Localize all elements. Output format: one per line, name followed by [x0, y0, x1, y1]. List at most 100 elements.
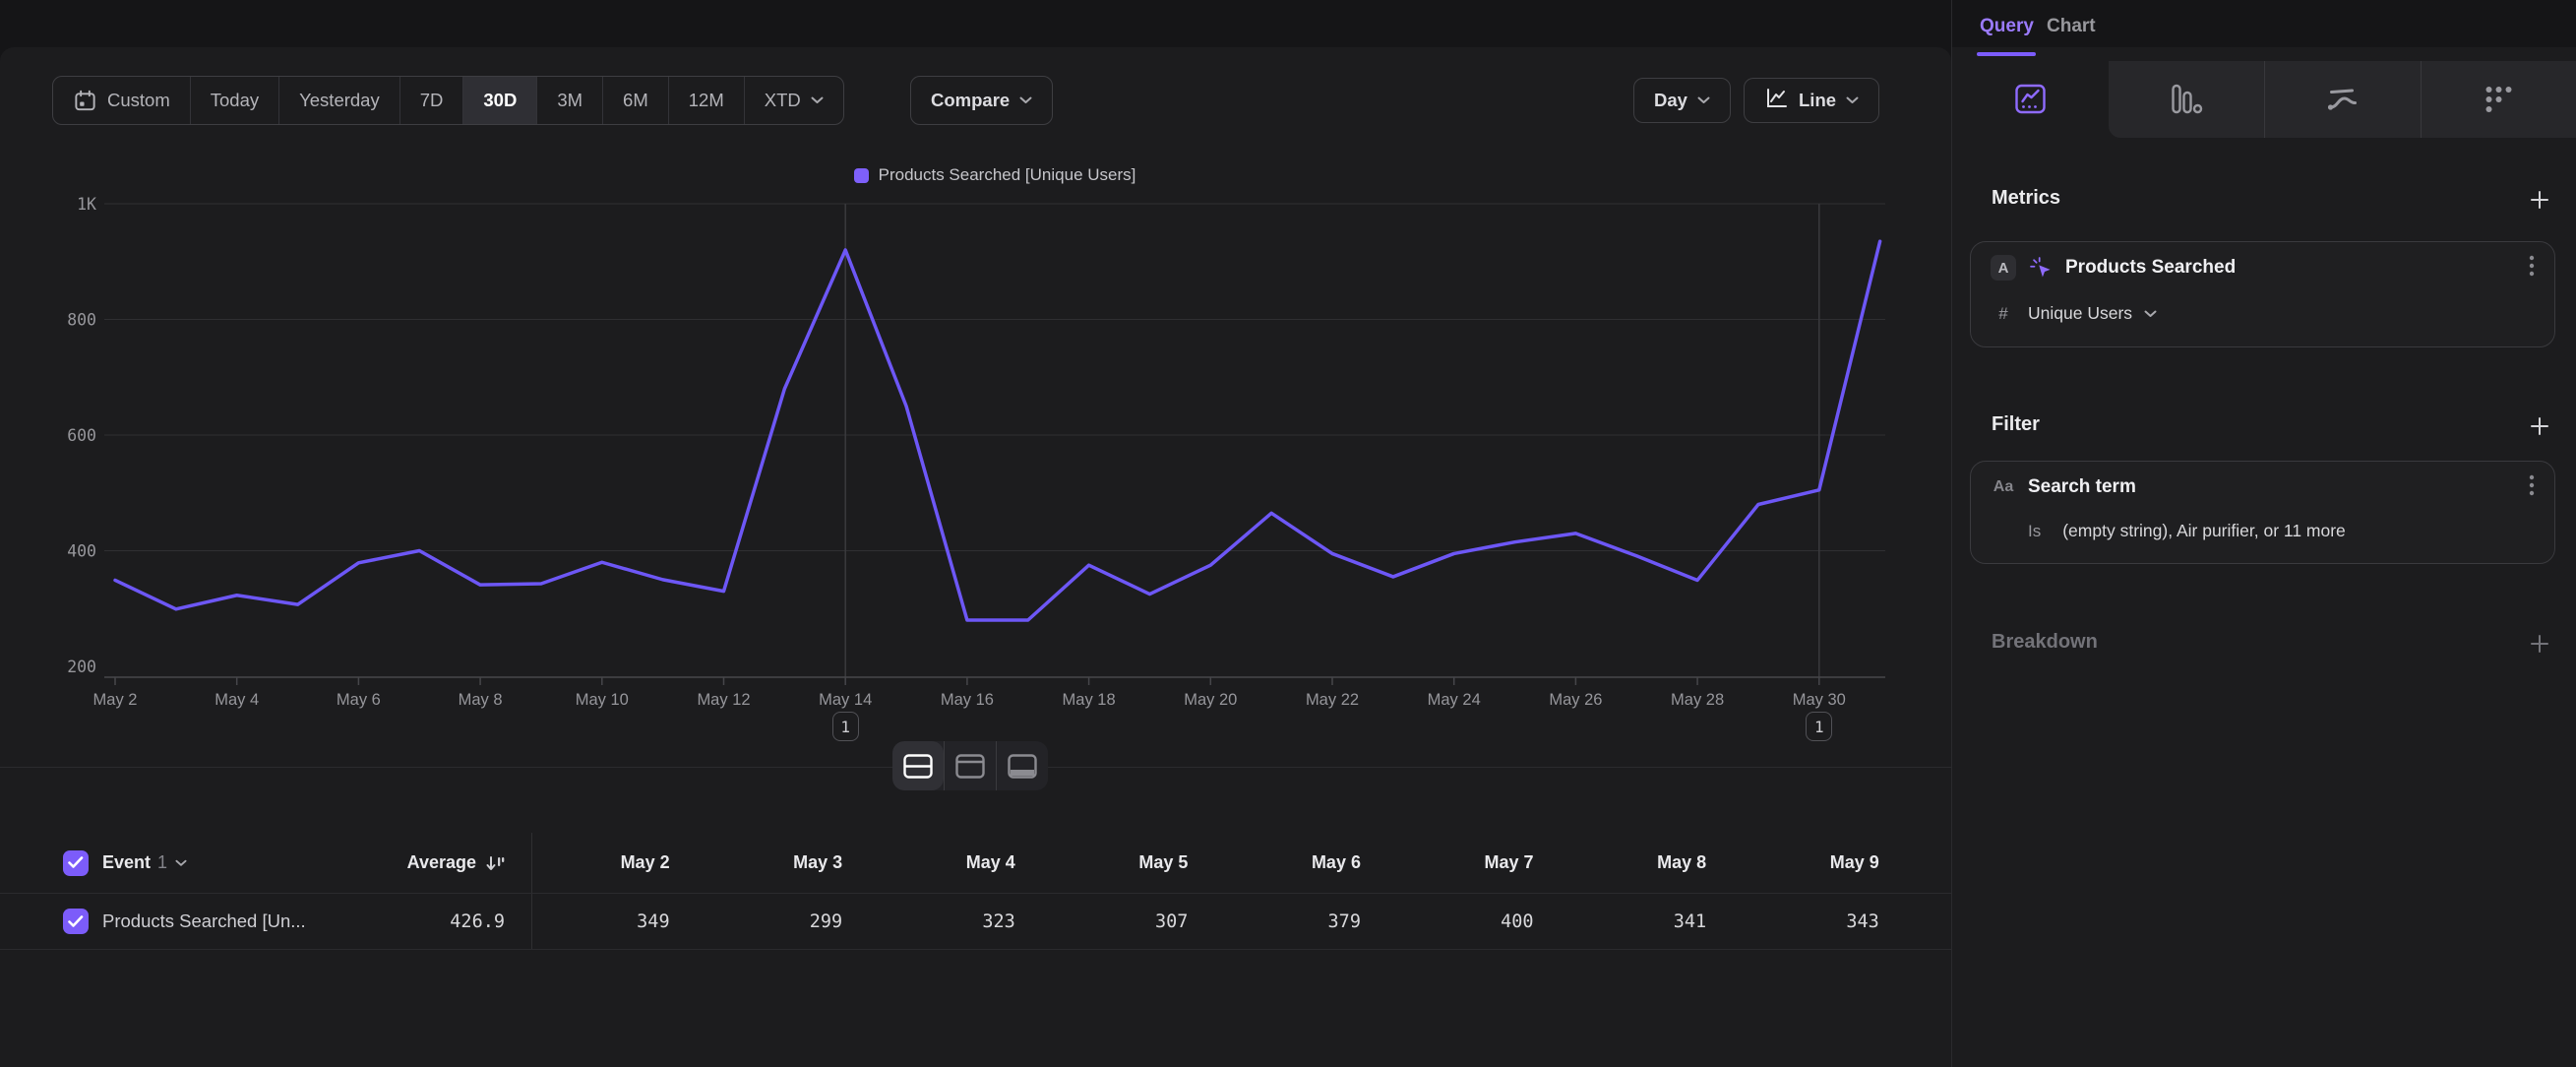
date-range-6m[interactable]: 6M — [602, 77, 668, 124]
more-reports-icon — [2481, 82, 2517, 117]
date-column-header[interactable]: May 8 — [1657, 852, 1707, 872]
filter-card[interactable]: Aa Search term Is (empty string), Air pu… — [1970, 461, 2555, 564]
date-range-label: Custom — [107, 90, 170, 110]
date-range-7d[interactable]: 7D — [399, 77, 463, 124]
select-all-checkbox[interactable] — [63, 849, 89, 876]
table-view-button[interactable] — [996, 741, 1048, 790]
date-range-label: XTD — [764, 90, 801, 110]
string-property-badge: Aa — [1993, 478, 2014, 495]
table-cell-value: 349 — [637, 910, 670, 932]
date-range-custom[interactable]: Custom — [53, 77, 190, 124]
aggregation-symbol: # — [1998, 303, 2008, 323]
aggregation-selector[interactable]: Unique Users — [2028, 303, 2133, 323]
table-cell-value: 307 — [1154, 910, 1189, 932]
tab-chart[interactable]: Chart — [2047, 16, 2096, 36]
add-filter-button[interactable] — [2529, 415, 2550, 437]
report-canvas — [0, 47, 1951, 1067]
query-sidebar — [1952, 47, 2576, 1067]
x-axis-label: May 8 — [459, 691, 503, 709]
granularity-dropdown[interactable]: Day — [1633, 78, 1731, 123]
insights-chart-tab[interactable] — [1952, 61, 2109, 138]
row-event-name: Products Searched [Un... — [102, 910, 306, 931]
x-axis-label: May 2 — [93, 691, 138, 709]
date-column-header[interactable]: May 7 — [1484, 852, 1534, 872]
compare-label: Compare — [931, 90, 1011, 110]
kebab-menu-icon[interactable] — [2529, 473, 2535, 502]
flows-tab[interactable] — [2264, 61, 2421, 138]
metric-event-name[interactable]: Products Searched — [2065, 257, 2237, 278]
date-range-today[interactable]: Today — [189, 77, 278, 124]
table-cell-value: 299 — [809, 910, 843, 932]
date-range-segmented-control: Custom Today Yesterday 7D 30D 3M 6M 12M XTD — [52, 76, 844, 125]
filter-property-name[interactable]: Search term — [2028, 476, 2136, 497]
insights-chart-icon — [2012, 82, 2049, 117]
y-axis-label: 1K — [77, 195, 96, 214]
average-column-header[interactable]: Average — [406, 852, 476, 872]
chevron-down-icon[interactable] — [2144, 310, 2157, 318]
report-type-tabs — [1952, 61, 2576, 138]
date-range-label: 12M — [688, 90, 724, 110]
chevron-down-icon[interactable] — [175, 859, 187, 867]
event-count: 1 — [157, 852, 168, 872]
more-reports-tab[interactable] — [2420, 61, 2576, 138]
x-axis-label: May 20 — [1184, 691, 1237, 709]
y-axis-label: 400 — [67, 542, 96, 561]
layout-toggle-group — [892, 741, 1048, 790]
date-range-30d[interactable]: 30D — [462, 77, 537, 124]
date-range-label: Today — [210, 90, 260, 110]
main-sidebar-divider — [1951, 0, 1952, 1067]
metric-card[interactable]: A Products Searched # Unique Users — [1970, 241, 2555, 347]
x-axis-label: May 6 — [337, 691, 381, 709]
chevron-down-icon — [1697, 96, 1710, 104]
date-column-header[interactable]: May 9 — [1829, 852, 1879, 872]
kebab-menu-icon[interactable] — [2529, 254, 2535, 282]
filter-operator[interactable]: Is — [2028, 521, 2042, 540]
chart-legend[interactable]: Products Searched [Unique Users] — [108, 165, 1881, 185]
date-range-label: 30D — [483, 90, 518, 110]
flows-icon — [2324, 82, 2361, 117]
chevron-down-icon — [1019, 96, 1032, 104]
date-range-label: 6M — [623, 90, 648, 110]
chevron-down-icon — [811, 96, 824, 104]
funnel-bars-tab[interactable] — [2108, 61, 2264, 138]
annotation-marker[interactable]: 1 — [1806, 712, 1833, 741]
date-column-header[interactable]: May 5 — [1138, 852, 1189, 872]
add-metric-button[interactable] — [2529, 189, 2550, 211]
date-range-yesterday[interactable]: Yesterday — [278, 77, 399, 124]
x-axis-label: May 12 — [697, 691, 750, 709]
tab-query[interactable]: Query — [1980, 16, 2034, 36]
date-range-12m[interactable]: 12M — [667, 77, 744, 124]
add-breakdown-button[interactable] — [2529, 633, 2550, 655]
row-checkbox[interactable] — [63, 909, 89, 934]
x-axis-label: May 24 — [1428, 691, 1481, 709]
y-axis-label: 600 — [67, 426, 96, 445]
date-range-label: 7D — [419, 90, 444, 110]
calendar-icon — [73, 89, 97, 113]
x-axis-label: May 18 — [1063, 691, 1116, 709]
chevron-down-icon — [1846, 96, 1859, 104]
date-range-xtd[interactable]: XTD — [743, 77, 843, 124]
date-column-header[interactable]: May 6 — [1311, 852, 1361, 872]
granularity-label: Day — [1654, 90, 1687, 110]
date-column-header[interactable]: May 3 — [793, 852, 843, 872]
split-view-icon — [903, 753, 933, 779]
split-view-button[interactable] — [892, 741, 944, 790]
date-range-label: Yesterday — [299, 90, 380, 110]
date-range-3m[interactable]: 3M — [536, 77, 602, 124]
date-column-header[interactable]: May 2 — [620, 852, 670, 872]
chart-view-button[interactable] — [944, 741, 996, 790]
compare-button[interactable]: Compare — [910, 76, 1054, 125]
table-cell-value: 343 — [1846, 910, 1879, 932]
x-axis-label: May 28 — [1671, 691, 1724, 709]
sort-descending-icon[interactable] — [485, 854, 505, 872]
chart-type-dropdown[interactable]: Line — [1744, 78, 1880, 123]
event-column-header[interactable]: Event — [102, 852, 152, 872]
table-row[interactable]: Products Searched [Un... 426.9 349 299 323… — [0, 894, 1951, 950]
table-cell-value: 341 — [1673, 910, 1707, 932]
date-column-header[interactable]: May 4 — [965, 852, 1015, 872]
annotation-marker[interactable]: 1 — [831, 712, 859, 741]
x-axis-label: May 14 — [819, 691, 872, 709]
legend-swatch — [853, 167, 869, 183]
filter-values[interactable]: (empty string), Air purifier, or 11 more — [2062, 521, 2346, 540]
line-chart[interactable]: May 2 May 4 May 6 May 8 May 10 May 12 May 14 Ma… — [0, 138, 1951, 768]
